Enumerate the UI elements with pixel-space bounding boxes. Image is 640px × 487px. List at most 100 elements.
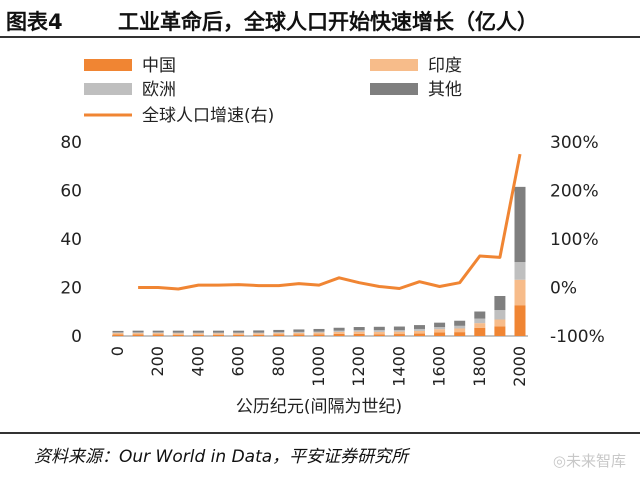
bar-2-500: [213, 332, 224, 334]
bar-2-1300: [373, 330, 385, 332]
bar-0-300: [172, 334, 184, 336]
legend-swatch-0: [84, 59, 132, 71]
bar-0-900: [293, 334, 305, 336]
bar-0-1300: [373, 334, 385, 336]
bar-0-800: [273, 334, 285, 336]
bar-1-1600: [434, 329, 446, 333]
x-tick-label-200: 200: [148, 346, 167, 377]
bar-2-1700: [454, 325, 466, 329]
bar-2-1400: [393, 330, 405, 332]
bar-1-1100: [333, 331, 345, 334]
y-tick-label-40: 40: [60, 230, 82, 250]
bar-2-800: [273, 332, 285, 334]
bar-1-1200: [353, 331, 365, 334]
bar-3-1900: [494, 295, 506, 311]
bar-2-400: [192, 332, 204, 334]
x-axis-title: 公历纪元(间隔为世纪): [236, 397, 402, 417]
growth-rate-line: [138, 153, 522, 291]
bar-3-1000: [313, 328, 325, 332]
bar-2-2000: [514, 262, 526, 280]
y2-tick-label-1: 0%: [550, 279, 577, 299]
figure-label: 图表4: [6, 10, 63, 34]
bar-3-300: [172, 330, 184, 333]
bar-2-1800: [474, 318, 486, 324]
bar-3-800: [273, 329, 285, 333]
legend-swatch-2: [84, 83, 132, 95]
legend-label-0: 中国: [142, 56, 176, 76]
x-tick-label-600: 600: [229, 346, 248, 377]
bar-2-1000: [313, 331, 325, 333]
bar-0-1500: [414, 333, 425, 336]
bar-3-200: [152, 330, 164, 333]
bar-2-200: [152, 332, 164, 334]
source-footer: 资料来源：Our World in Data，平安证券研究所 ◎未来智库: [0, 432, 640, 487]
bar-0-700: [253, 334, 265, 336]
bar-0-0: [112, 334, 124, 336]
x-tick-label-1600: 1600: [430, 346, 449, 387]
legend-label-1: 印度: [428, 56, 462, 76]
bar-1-900: [293, 332, 305, 335]
bar-0-500: [213, 334, 224, 336]
bar-3-500: [213, 330, 224, 333]
bar-3-2000: [514, 186, 526, 263]
bar-1-1800: [474, 323, 486, 328]
bar-2-100: [132, 332, 144, 334]
bar-2-0: [112, 332, 124, 334]
watermark: ◎未来智库: [552, 452, 626, 470]
bar-1-1300: [373, 331, 385, 335]
bar-0-1400: [393, 334, 405, 336]
y2-tick-label-0: -100%: [550, 327, 605, 347]
bar-3-1500: [414, 325, 425, 329]
bar-2-600: [233, 332, 245, 334]
legend-label-4: 全球人口增速(右): [142, 106, 274, 126]
bar-2-900: [293, 331, 305, 333]
bar-0-1000: [313, 334, 325, 336]
bar-1-1400: [393, 331, 405, 335]
bar-2-1900: [494, 310, 506, 320]
bar-3-1800: [474, 311, 486, 319]
bar-0-2000: [514, 305, 526, 336]
bar-3-1600: [434, 322, 446, 328]
bar-0-600: [233, 334, 245, 336]
x-tick-label-2000: 2000: [510, 346, 529, 387]
bar-1-700: [253, 333, 265, 335]
y2-tick-label-4: 300%: [550, 133, 599, 153]
bar-1-400: [192, 333, 204, 335]
bar-0-1600: [434, 332, 446, 336]
bar-3-100: [132, 330, 144, 333]
x-tick-label-1400: 1400: [389, 346, 408, 387]
bar-0-1700: [454, 332, 466, 336]
bar-0-1200: [353, 333, 365, 336]
bar-1-200: [152, 333, 164, 335]
bar-0-200: [152, 334, 164, 336]
bar-1-1000: [313, 332, 325, 335]
legend-label-3: 其他: [428, 80, 462, 100]
x-tick-label-800: 800: [269, 346, 288, 377]
bar-0-1900: [494, 326, 506, 336]
x-tick-label-1000: 1000: [309, 346, 328, 387]
bar-1-300: [172, 333, 184, 335]
bar-2-1600: [434, 327, 446, 330]
bar-3-900: [293, 329, 305, 332]
x-tick-label-400: 400: [188, 346, 207, 377]
y-tick-label-80: 80: [60, 133, 82, 153]
bar-2-1500: [414, 328, 425, 331]
bar-2-700: [253, 332, 265, 334]
y-tick-label-60: 60: [60, 182, 82, 202]
bar-2-1200: [353, 330, 365, 332]
y-tick-label-20: 20: [60, 279, 82, 299]
figure-title: 工业革命后，全球人口开始快速增长（亿人）: [118, 10, 538, 34]
bar-0-1800: [474, 327, 486, 336]
source-note: 资料来源：Our World in Data，平安证券研究所: [34, 447, 409, 467]
bar-1-0: [112, 333, 124, 335]
y2-tick-label-3: 200%: [550, 182, 599, 202]
bar-3-400: [192, 330, 204, 333]
legend-swatch-1: [370, 59, 418, 71]
bar-0-1100: [333, 333, 345, 336]
bar-3-1700: [454, 320, 466, 326]
bar-3-1200: [353, 327, 365, 331]
bar-1-1500: [414, 330, 425, 334]
bar-3-1300: [373, 326, 385, 331]
x-tick-label-0: 0: [108, 346, 127, 356]
